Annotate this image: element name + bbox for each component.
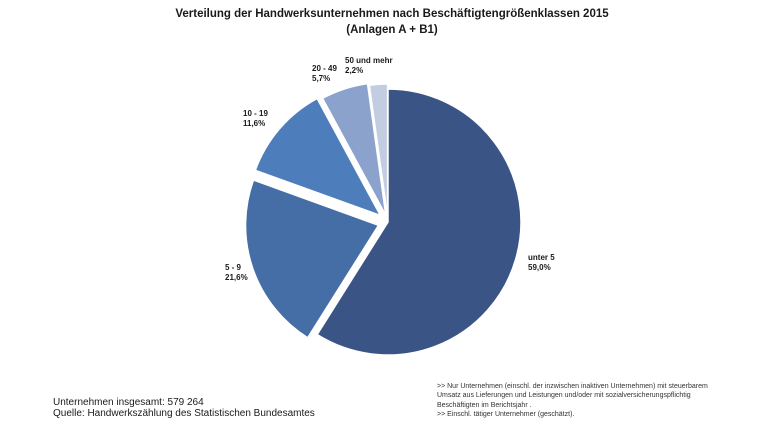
pie-slice-3	[254, 97, 383, 217]
slice-value-label: 59,0%	[528, 263, 551, 272]
slice-category-label: 20 - 49	[312, 64, 337, 73]
pie-slice-2	[244, 179, 380, 339]
slice-category-label: 5 - 9	[225, 263, 242, 272]
slice-value-label: 5,7%	[312, 74, 330, 83]
slice-value-label: 21,6%	[225, 273, 248, 282]
total-companies: Unternehmen insgesamt: 579 264	[53, 397, 204, 408]
footnote-line: Umsatz aus Lieferungen und Leistungen un…	[437, 392, 691, 400]
chart-title-block: Verteilung der Handwerksunternehmen nach…	[0, 6, 784, 38]
footnote-line: Beschäftigten im Berichtsjahr .	[437, 401, 532, 409]
slice-category-label: 50 und mehr	[345, 56, 393, 65]
chart-title: Verteilung der Handwerksunternehmen nach…	[175, 8, 609, 20]
footnote-line: >> Nur Unternehmen (einschl. der inzwisc…	[437, 383, 708, 390]
slice-value-label: 2,2%	[345, 66, 363, 75]
slice-category-label: 10 - 19	[243, 109, 268, 118]
chart-subtitle: (Anlagen A + B1)	[346, 24, 438, 36]
source-note: Quelle: Handwerkszählung des Statistisch…	[53, 408, 315, 419]
slice-value-label: 11,6%	[243, 119, 265, 128]
pie-slice-5	[368, 83, 389, 218]
pie-slice-1	[316, 88, 522, 356]
pie-slice-4	[321, 82, 387, 216]
footnote-line: >> Einschl. tätiger Unternehmer (geschät…	[437, 410, 575, 418]
slice-category-label: unter 5	[528, 253, 555, 262]
footnotes: >> Nur Unternehmen (einschl. der inzwisc…	[437, 382, 737, 419]
